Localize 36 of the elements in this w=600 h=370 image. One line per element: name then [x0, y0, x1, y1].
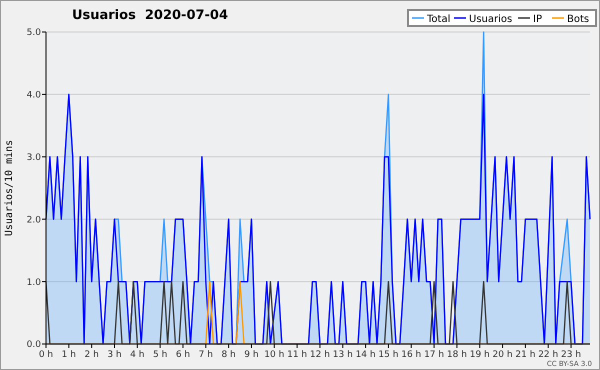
y-tick-label: 5.0: [26, 28, 42, 38]
x-tick-label: 11 h: [287, 350, 308, 360]
x-tick-label: 18 h: [446, 350, 467, 360]
x-tick-label: 19 h: [470, 350, 490, 360]
x-tick-label: 4 h: [130, 350, 144, 360]
legend-label: Total: [426, 14, 450, 25]
x-tick-label: 0 h: [38, 350, 54, 360]
y-axis-title: Usuarios/10 mins: [4, 140, 15, 236]
x-tick-label: 15 h: [378, 350, 398, 360]
x-tick-label: 21 h: [515, 350, 536, 360]
x-tick-label: 8 h: [221, 350, 236, 360]
x-tick-label: 9 h: [244, 350, 259, 360]
x-tick-label: 20 h: [492, 350, 513, 360]
x-tick-label: 10 h: [264, 350, 284, 360]
x-tick-label: 6 h: [176, 350, 190, 360]
x-tick-label: 1 h: [62, 350, 76, 360]
y-tick-label: 2.0: [26, 215, 42, 226]
legend-label: Usuarios: [469, 14, 512, 25]
x-tick-label: 16 h: [401, 350, 422, 360]
chart-title: Usuarios 2020-07-04: [72, 8, 228, 23]
x-tick-label: 2 h: [84, 350, 99, 360]
x-tick-label: 23 h: [561, 350, 582, 360]
x-tick-label: 12 h: [310, 350, 330, 360]
x-tick-label: 22 h: [538, 350, 558, 360]
y-tick-label: 0.0: [26, 340, 42, 350]
x-tick-label: 13 h: [332, 350, 353, 360]
x-tick-label: 14 h: [356, 350, 376, 360]
legend-label: IP: [533, 14, 542, 25]
y-tick-label: 3.0: [26, 152, 42, 163]
x-tick-label: 3 h: [107, 350, 122, 360]
legend-label: Bots: [567, 14, 590, 25]
y-tick-label: 4.0: [26, 90, 42, 101]
x-tick-label: 17 h: [424, 350, 444, 360]
y-tick-label: 1.0: [26, 278, 42, 288]
x-tick-label: 5 h: [152, 350, 168, 360]
x-tick-label: 7 h: [198, 350, 213, 360]
